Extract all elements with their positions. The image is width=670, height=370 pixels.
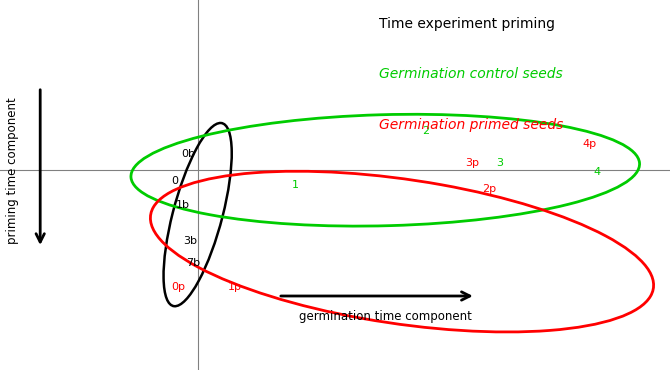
Text: 2p: 2p: [482, 184, 496, 194]
Text: germination time component: germination time component: [299, 310, 472, 323]
Text: 0b: 0b: [181, 148, 195, 159]
Text: 3b: 3b: [183, 235, 197, 246]
Text: 4p: 4p: [583, 139, 597, 149]
Text: 1: 1: [291, 180, 298, 190]
Text: Time experiment priming: Time experiment priming: [379, 17, 555, 31]
Text: priming time component: priming time component: [5, 97, 19, 243]
Text: 7b: 7b: [186, 258, 200, 268]
Text: 3: 3: [496, 158, 502, 168]
Text: Germination primed seeds: Germination primed seeds: [379, 118, 563, 132]
Text: 4: 4: [593, 167, 600, 177]
Text: 3p: 3p: [466, 158, 480, 168]
Text: 0: 0: [171, 176, 178, 186]
Text: 2: 2: [422, 126, 429, 137]
Text: 0p: 0p: [171, 282, 185, 292]
Text: Germination control seeds: Germination control seeds: [379, 67, 562, 81]
Text: 1p: 1p: [228, 282, 242, 292]
Text: 1b: 1b: [176, 200, 190, 211]
